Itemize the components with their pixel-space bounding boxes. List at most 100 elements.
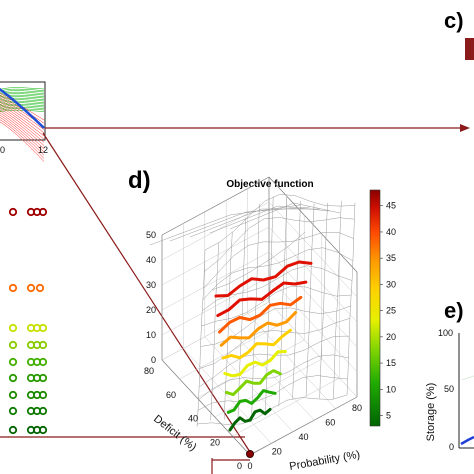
colorbar-tick-label: 35 <box>386 253 396 263</box>
inset-x-tick-12: 12 <box>38 145 48 155</box>
scatter-ring-marker <box>38 390 48 400</box>
grid-line <box>232 377 340 437</box>
scatter-ring-marker <box>8 207 18 217</box>
inset-green-line <box>0 97 45 101</box>
probability-axis-ticks: 0 20 40 60 80 <box>247 403 362 471</box>
inset-series-lines <box>0 87 45 162</box>
mesh-line <box>196 249 206 427</box>
panel-label-e: e) <box>444 298 464 323</box>
storage-axis-label: Storage (%) <box>425 383 437 442</box>
deficit-axis-ticks: 0 20 40 60 80 <box>144 366 242 471</box>
storage-tick-0: 0 <box>449 442 454 452</box>
colorbar-ticks: 5 10 15 20 25 30 35 40 45 <box>380 201 396 421</box>
panel-label-c: c) <box>444 8 464 33</box>
inset-line-panel: 0 12 <box>0 81 48 162</box>
inset-red-line <box>0 114 45 153</box>
grid-line <box>204 336 293 432</box>
mesh-line <box>196 394 348 425</box>
inset-green-line <box>0 94 45 98</box>
inset-green-line <box>0 99 45 102</box>
box-edge <box>161 176 270 236</box>
inset-red-line <box>0 121 45 162</box>
mesh-line <box>346 202 356 396</box>
contour-line <box>225 369 282 397</box>
inset-red-line <box>0 99 45 130</box>
scatter-ring-marker <box>38 406 48 416</box>
probability-tick-label: 40 <box>298 432 308 442</box>
inset-red-line <box>0 110 45 146</box>
colorbar-tick-label: 25 <box>386 306 396 316</box>
scatter-ring-marker <box>8 357 18 367</box>
grid-line <box>197 339 305 399</box>
inset-red-line <box>0 112 45 149</box>
deficit-tick-label: 80 <box>144 366 154 376</box>
contour-line <box>214 260 313 298</box>
surface-mesh <box>149 194 356 427</box>
scatter-ring-marker <box>8 283 18 293</box>
arrow-to-highlight-point <box>42 132 251 453</box>
box-edge <box>249 396 358 456</box>
scatter-ring-marker <box>8 340 18 350</box>
box-edge <box>161 301 270 361</box>
storage-series-line <box>460 435 474 446</box>
mesh-line <box>149 204 301 246</box>
scatter-ring-marker <box>8 390 18 400</box>
mesh-line <box>224 232 233 420</box>
mesh-line <box>197 375 348 411</box>
colorbar <box>369 189 381 427</box>
contour-line <box>216 280 308 318</box>
contour-line <box>218 295 303 334</box>
deficit-tick-label: 20 <box>210 437 220 447</box>
z-tick-label: 0 <box>151 355 156 365</box>
mesh-line <box>292 200 301 399</box>
contour-line <box>219 310 298 347</box>
grid-line <box>161 201 358 298</box>
storage-tick-50: 50 <box>444 384 454 394</box>
z-tick-label: 10 <box>146 330 156 340</box>
z-axis-ticks: 0 10 20 30 40 50 <box>146 230 156 365</box>
inset-red-line <box>0 103 45 137</box>
mesh-line <box>201 285 352 327</box>
inset-green-line <box>0 108 45 111</box>
panel-c-edge-mark <box>465 38 474 60</box>
z-tick-label: 20 <box>146 305 156 315</box>
storage-tick-100: 100 <box>438 328 453 338</box>
mesh-line <box>278 196 288 407</box>
colorbar-tick-label: 40 <box>386 227 396 237</box>
probability-tick-label: 80 <box>352 403 362 413</box>
mesh-line <box>210 243 219 421</box>
inset-green-line <box>0 106 45 110</box>
grid-line <box>247 313 336 409</box>
colorbar-tick-label: 20 <box>386 332 396 342</box>
inset-green-line <box>0 102 45 105</box>
deficit-tick-label: 40 <box>188 414 198 424</box>
left-scatter-markers <box>8 207 48 435</box>
mesh-line <box>333 200 342 400</box>
contour-line <box>221 328 292 360</box>
inset-red-line <box>0 117 45 156</box>
scatter-ring-marker <box>35 283 45 293</box>
surface-axes-box <box>161 176 358 456</box>
panel-e-storage: 100 50 0 Storage (%) <box>425 328 474 452</box>
contour-line <box>228 408 272 432</box>
grid-line <box>161 251 358 348</box>
deficit-tick-label: 0 <box>237 461 242 471</box>
scatter-ring-marker <box>8 323 18 333</box>
mesh-line <box>198 354 349 400</box>
mesh-line <box>203 232 354 289</box>
mesh-line <box>251 203 260 422</box>
highlight-point <box>246 450 254 458</box>
z-tick-label: 40 <box>146 255 156 265</box>
box-edge <box>161 359 251 456</box>
colorbar-tick-label: 45 <box>386 201 396 211</box>
contour-line <box>226 389 277 414</box>
mesh-line <box>189 208 320 238</box>
grid-line <box>214 358 322 418</box>
inset-red-line <box>0 95 45 124</box>
scatter-ring-marker <box>8 425 18 435</box>
colorbar-tick-label: 30 <box>386 279 396 289</box>
inset-red-line <box>0 119 45 159</box>
colorbar-tick-label: 15 <box>386 358 396 368</box>
